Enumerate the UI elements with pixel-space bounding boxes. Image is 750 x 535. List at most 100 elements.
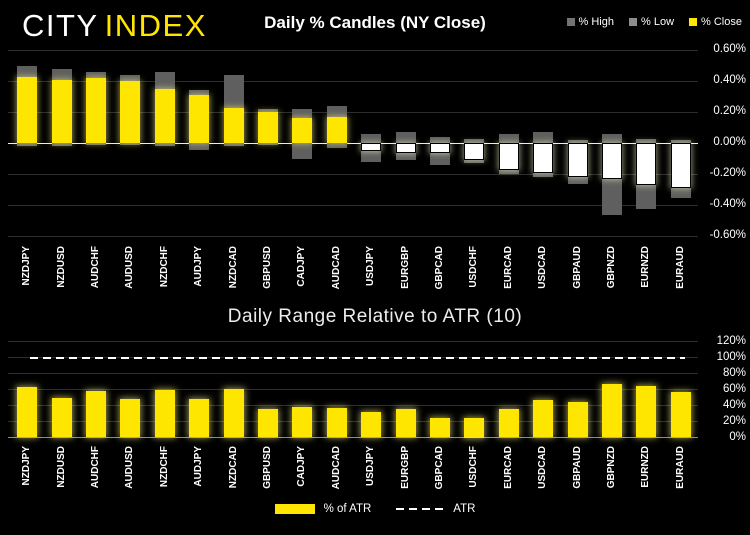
- gridline: [8, 373, 698, 374]
- gridline: [8, 112, 698, 113]
- city-index-logo: CITY INDEX: [22, 8, 207, 44]
- x-label: USDJPY: [365, 246, 377, 287]
- x-label: USDCAD: [537, 446, 549, 489]
- pct-of-atr-swatch: [274, 504, 315, 514]
- candle-body: [498, 143, 519, 170]
- x-label: USDJPY: [365, 446, 377, 487]
- y-tick-label: 100%: [716, 350, 746, 363]
- atr-bar: [292, 407, 313, 438]
- candle-body: [223, 107, 244, 144]
- legend-swatch-icon: [629, 18, 637, 26]
- atr-dash-swatch: [396, 508, 445, 510]
- candle-body: [602, 143, 622, 180]
- y-tick-label: 0.40%: [713, 74, 746, 87]
- x-label: GBPNZD: [606, 446, 617, 489]
- candle-body: [154, 88, 175, 144]
- x-label: GBPAUD: [571, 246, 583, 289]
- atr-bar: [636, 386, 657, 438]
- x-label: GBPCAD: [434, 446, 445, 490]
- pct-of-atr-legend-label: % of ATR: [323, 503, 372, 515]
- candle-body: [670, 143, 691, 189]
- candle-body: [258, 112, 278, 144]
- x-label: GBPUSD: [262, 446, 273, 489]
- x-label: CADJPY: [296, 246, 308, 287]
- candle-body: [464, 143, 485, 161]
- x-label: EURNZD: [640, 246, 652, 288]
- x-label: USDCAD: [537, 246, 549, 289]
- candle-body: [51, 79, 72, 144]
- x-label: EURNZD: [640, 446, 652, 488]
- gridline: [8, 205, 698, 206]
- x-label: NZDUSD: [55, 246, 67, 288]
- candle-body: [86, 78, 106, 144]
- candle-body: [636, 143, 657, 186]
- logo-city-text: CITY: [22, 8, 99, 43]
- atr-bar: [17, 387, 38, 438]
- candle-body: [361, 143, 382, 152]
- x-label: NZDCAD: [227, 246, 239, 289]
- candle-body: [326, 116, 347, 144]
- gridline: [8, 405, 698, 406]
- candle-body: [395, 143, 416, 153]
- candle-body: [17, 76, 38, 144]
- atr-bar: [430, 418, 450, 438]
- candle-body: [567, 143, 588, 178]
- x-label: EURCAD: [502, 446, 514, 489]
- atr-bar: [464, 417, 485, 438]
- legend-item-label: % Close: [701, 16, 742, 28]
- x-label: USDCHF: [468, 246, 480, 288]
- top-chart-title: Daily % Candles (NY Close): [264, 13, 486, 32]
- gridline: [8, 236, 698, 237]
- y-tick-label: -0.40%: [709, 198, 746, 211]
- atr-bar: [395, 408, 416, 438]
- candle-body: [533, 143, 554, 173]
- gridline: [8, 81, 698, 82]
- atr-bar: [223, 388, 244, 438]
- atr-bar: [51, 398, 72, 438]
- x-label: AUDJPY: [193, 446, 205, 487]
- x-label: AUDCAD: [330, 446, 342, 490]
- candle-body: [120, 81, 141, 144]
- x-label: AUDUSD: [124, 246, 136, 289]
- y-tick-label: 60%: [722, 382, 746, 395]
- atr-bar: [154, 390, 175, 438]
- x-label: USDCHF: [468, 446, 480, 488]
- y-tick-label: 0.00%: [713, 136, 746, 149]
- x-label: AUDCAD: [330, 246, 342, 290]
- bottom-chart-title: Daily Range Relative to ATR (10): [227, 306, 523, 327]
- legend-item-close: % Close: [689, 16, 742, 28]
- y-tick-label: 20%: [722, 414, 746, 427]
- legend-swatch-icon: [566, 18, 575, 26]
- x-label: CADJPY: [296, 446, 308, 487]
- x-label: GBPNZD: [606, 246, 617, 289]
- x-label: EURAUD: [674, 446, 686, 489]
- atr-dashed-line: [30, 356, 685, 359]
- x-label: AUDJPY: [193, 246, 205, 287]
- atr-bar: [533, 399, 554, 438]
- gridline: [8, 143, 698, 144]
- x-label: AUDCHF: [90, 246, 101, 289]
- bottom-chart-legend: % of ATR ATR: [0, 503, 750, 515]
- legend-item-label: % Low: [641, 16, 675, 28]
- x-label: NZDCAD: [227, 446, 239, 489]
- y-tick-label: 0.60%: [713, 43, 746, 56]
- atr-bar: [567, 402, 588, 438]
- atr-bar: [120, 399, 141, 438]
- x-label: GBPAUD: [571, 446, 583, 489]
- x-label: EURAUD: [674, 246, 686, 289]
- atr-bar: [498, 408, 519, 438]
- y-tick-label: -0.60%: [709, 229, 746, 242]
- candle-body: [430, 143, 450, 153]
- atr-bar: [86, 391, 106, 438]
- atr-bar: [670, 391, 691, 438]
- y-tick-label: -0.20%: [709, 167, 746, 180]
- y-tick-label: 80%: [722, 366, 746, 379]
- atr-bar: [326, 407, 347, 438]
- x-label: NZDUSD: [55, 446, 67, 488]
- y-tick-label: 120%: [716, 334, 746, 347]
- logo-index-text: INDEX: [104, 8, 207, 43]
- gridline: [8, 174, 698, 175]
- x-label: GBPUSD: [262, 246, 273, 289]
- atr-legend-label: ATR: [453, 503, 476, 515]
